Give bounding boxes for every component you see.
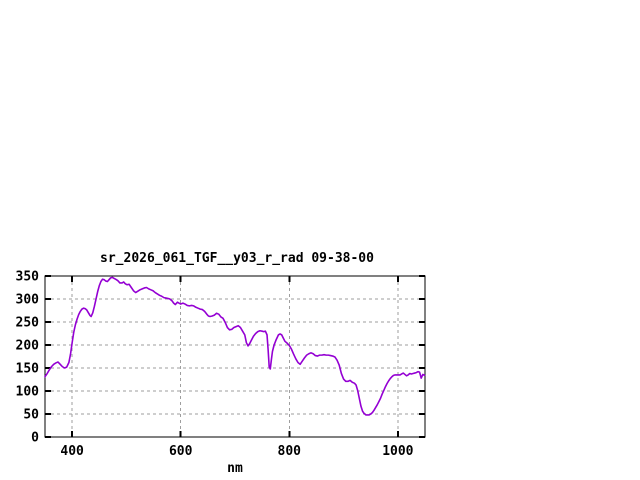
y-tick-label: 250	[16, 316, 40, 331]
plot-frame	[44, 275, 426, 438]
y-tick-label: 150	[16, 362, 40, 377]
radiance-curve	[44, 276, 426, 416]
y-tick-label: 100	[16, 385, 40, 400]
x-axis-label: nm	[227, 461, 243, 476]
axis-ticks	[45, 275, 425, 438]
series-radiance	[44, 276, 426, 416]
y-tick-label: 200	[16, 339, 40, 354]
plot-border	[44, 275, 426, 438]
y-tick-label: 50	[23, 408, 39, 423]
y-tick-label: 300	[16, 293, 40, 308]
y-tick-label: 0	[31, 431, 39, 446]
axis-tick-labels: 0 50 100 150 200 250 300 350 400 600 800 1000	[16, 270, 414, 460]
x-tick-label: 400	[60, 444, 84, 459]
x-tick-label: 800	[278, 444, 302, 459]
x-tick-label: 600	[169, 444, 193, 459]
chart-title: sr_2026_061_TGF__y03_r_rad 09-38-00	[100, 251, 374, 266]
grid-lines	[45, 276, 425, 437]
x-tick-label: 1000	[382, 444, 413, 459]
y-tick-label: 350	[16, 270, 40, 285]
